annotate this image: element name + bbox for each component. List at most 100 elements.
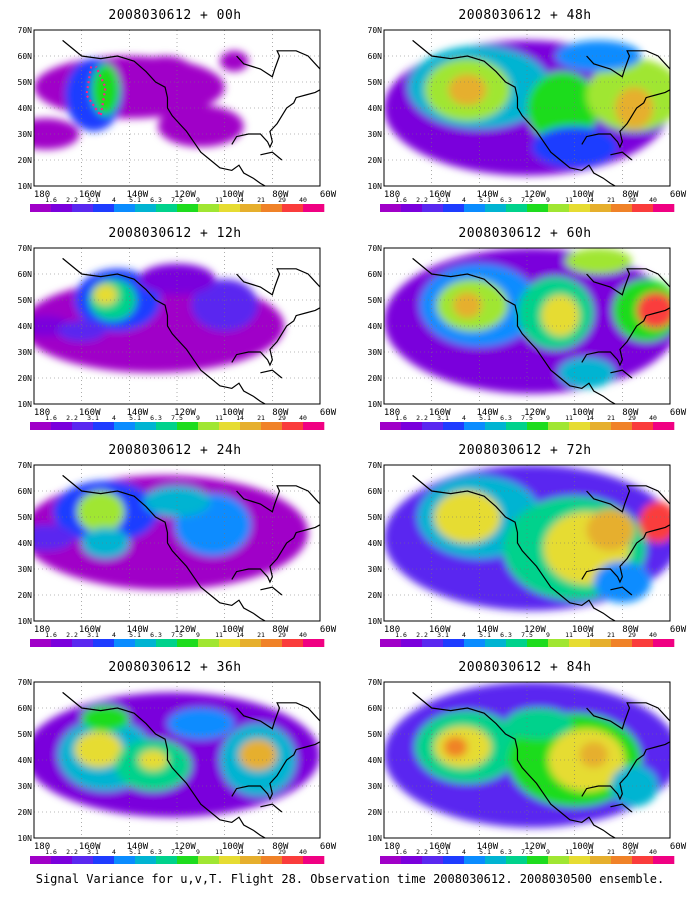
map-frame xyxy=(33,247,321,405)
longitude-label: 180 xyxy=(34,842,50,852)
longitude-label: 180 xyxy=(384,625,400,635)
colorbar-label: 3.1 xyxy=(437,848,449,856)
colorbar-label: 4 xyxy=(112,414,116,422)
colorbar-label: 5.1 xyxy=(129,631,141,639)
colorbar-label: 3.1 xyxy=(87,848,99,856)
panel-title: 2008030612 + 00h xyxy=(108,8,242,23)
colorbar-label: 7.5 xyxy=(171,196,183,204)
coastline xyxy=(231,89,320,149)
colorbar-label: 14 xyxy=(586,631,594,639)
longitude-label: 140W xyxy=(126,408,148,418)
colorbar-swatch xyxy=(198,204,220,212)
colorbar-label: 2.2 xyxy=(416,414,428,422)
colorbar-label: 4 xyxy=(462,631,466,639)
colorbar-swatch xyxy=(506,856,528,864)
colorbar-swatch xyxy=(72,204,94,212)
colorbar-swatch xyxy=(240,422,262,430)
colorbar-swatch xyxy=(30,422,52,430)
colorbar-swatch xyxy=(240,204,262,212)
colorbar-swatch xyxy=(198,639,220,647)
coastline xyxy=(586,268,670,296)
colorbar-swatch xyxy=(548,639,570,647)
colorbar-label: 7.5 xyxy=(521,631,533,639)
longitude-label: 140W xyxy=(476,408,498,418)
colorbar-swatch xyxy=(156,204,178,212)
variance-contour xyxy=(505,708,573,740)
colorbar-swatch xyxy=(653,422,675,430)
colorbar-swatch xyxy=(590,856,612,864)
colorbar-label: 7.5 xyxy=(171,414,183,422)
colorbar-swatch xyxy=(632,204,654,212)
variance-contour xyxy=(443,736,468,758)
map-panel-84h: 2008030612 + 84h 70N 60N 50N 40N 30N 20N 10N 18… xyxy=(360,660,690,870)
colorbar-swatch xyxy=(464,204,486,212)
colorbar-swatch xyxy=(548,856,570,864)
map-frame xyxy=(383,29,671,187)
colorbar-swatch xyxy=(261,856,283,864)
longitude-label: 160W xyxy=(429,190,451,200)
longitude-label: 60W xyxy=(670,190,687,200)
colorbar-label: 29 xyxy=(628,631,636,639)
latitude-label: 50N xyxy=(18,296,33,305)
coastline xyxy=(62,474,266,621)
colorbar-label: 1.6 xyxy=(45,848,57,856)
map-panel-12h: 2008030612 + 12h 70N 60N 50N 40N 30N 20N 10N 18… xyxy=(10,226,340,436)
colorbar-label: 14 xyxy=(586,414,594,422)
colorbar-swatch xyxy=(569,422,591,430)
colorbar-label: 9 xyxy=(196,631,200,639)
colorbar-label: 2.2 xyxy=(416,196,428,204)
colorbar-label: 1.6 xyxy=(395,196,407,204)
variance-contour xyxy=(219,50,249,72)
colorbar-swatch xyxy=(590,639,612,647)
colorbar-label: 14 xyxy=(236,631,244,639)
longitude-label: 100W xyxy=(222,625,244,635)
longitude-label: 140W xyxy=(476,842,498,852)
longitude-label: 120W xyxy=(524,842,546,852)
coastline xyxy=(236,268,320,296)
colorbar-swatch xyxy=(422,204,444,212)
variance-contour xyxy=(453,292,482,319)
colorbar-swatch xyxy=(51,422,73,430)
colorbar-swatch xyxy=(380,204,402,212)
latitude-label: 60N xyxy=(368,270,383,279)
latitude-label: 20N xyxy=(18,374,33,383)
colorbar-label: 2.2 xyxy=(66,196,78,204)
colorbar-label: 6.3 xyxy=(150,848,162,856)
colorbar-label: 14 xyxy=(236,414,244,422)
colorbar-label: 3.1 xyxy=(437,631,449,639)
longitude-label: 80W xyxy=(272,408,289,418)
variance-contour xyxy=(138,263,216,295)
colorbar-label: 29 xyxy=(278,196,286,204)
latitude-label: 40N xyxy=(18,539,33,548)
colorbar-label: 21 xyxy=(607,196,615,204)
longitude-label: 100W xyxy=(222,408,244,418)
colorbar-swatch xyxy=(30,639,52,647)
colorbar-label: 11 xyxy=(215,848,223,856)
map-panel-36h: 2008030612 + 36h 70N 60N 50N 40N 30N 20N 10N 18… xyxy=(10,660,340,870)
coastline xyxy=(62,39,266,186)
colorbar-label: 40 xyxy=(649,848,657,856)
colorbar-swatch xyxy=(198,856,220,864)
colorbar-label: 14 xyxy=(586,848,594,856)
latitude-label: 60N xyxy=(18,487,33,496)
coastline xyxy=(231,307,320,367)
longitude-label: 180 xyxy=(34,408,50,418)
latitude-label: 70N xyxy=(368,678,383,687)
colorbar-label: 6.3 xyxy=(500,414,512,422)
colorbar-swatch xyxy=(177,204,199,212)
colorbar-swatch xyxy=(303,639,325,647)
colorbar-label: 7.5 xyxy=(521,196,533,204)
colorbar-swatch xyxy=(261,639,283,647)
flight-track xyxy=(85,65,107,119)
colorbar-swatch xyxy=(380,422,402,430)
longitude-label: 160W xyxy=(429,842,451,852)
colorbar-label: 4 xyxy=(112,848,116,856)
colorbar-label: 11 xyxy=(565,414,573,422)
variance-contour xyxy=(527,71,599,145)
colorbar-swatch xyxy=(653,204,675,212)
variance-contour xyxy=(238,739,278,771)
coastline xyxy=(62,691,266,838)
colorbar-label: 40 xyxy=(649,631,657,639)
longitude-label: 80W xyxy=(272,842,289,852)
